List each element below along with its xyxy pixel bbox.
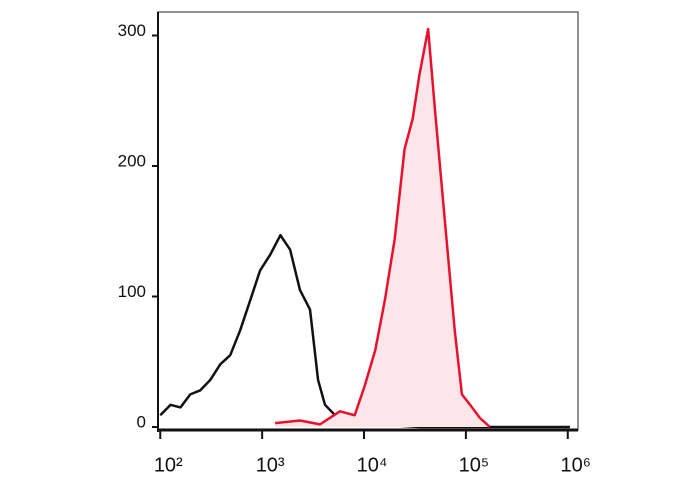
y-tick-label: 200 bbox=[118, 151, 146, 170]
x-tick-label: 10⁴ bbox=[357, 454, 388, 476]
y-tick-label: 300 bbox=[118, 21, 146, 40]
plot-frame bbox=[157, 11, 579, 431]
y-tick-label: 0 bbox=[137, 412, 146, 431]
y-tick-label: 100 bbox=[118, 282, 146, 301]
x-tick-label: 10⁶ bbox=[561, 454, 591, 476]
x-tick-label: 10⁵ bbox=[459, 454, 490, 476]
x-tick-label: 10³ bbox=[256, 454, 285, 476]
x-tick-label: 10² bbox=[154, 454, 183, 476]
histogram-line bbox=[274, 27, 491, 428]
